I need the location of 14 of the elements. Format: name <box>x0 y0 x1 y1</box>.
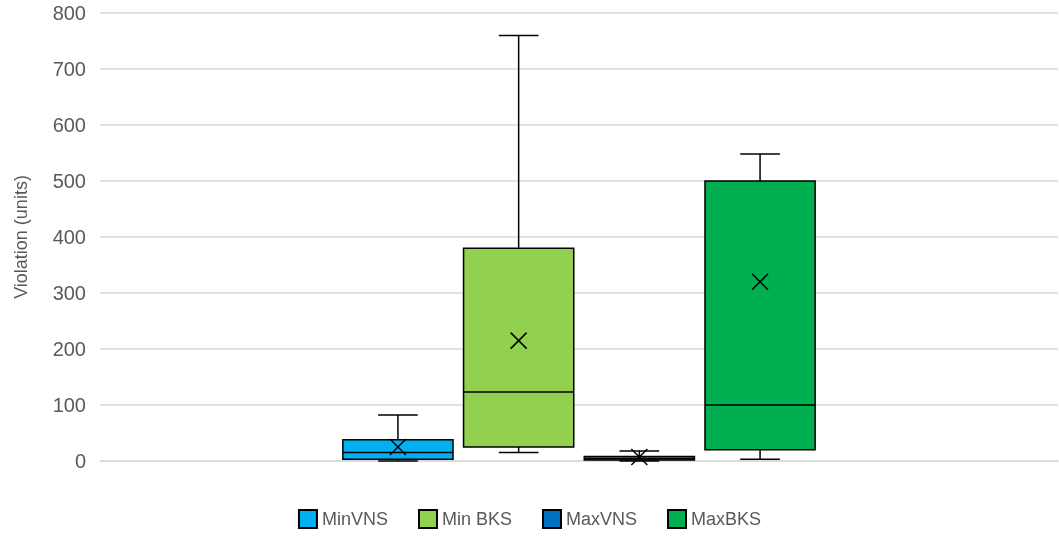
legend-label: MinVNS <box>321 509 388 529</box>
legend-label: MaxBKS <box>691 509 762 529</box>
y-tick-label: 400 <box>52 226 86 248</box>
y-axis-title: Violation (units) <box>11 175 31 299</box>
legend-label: Min BKS <box>441 509 513 529</box>
y-tick-label: 700 <box>52 58 86 80</box>
y-tick-label: 0 <box>74 450 86 472</box>
y-tick-label: 500 <box>52 170 86 192</box>
legend-label: MaxVNS <box>566 509 638 529</box>
y-tick-label: 100 <box>52 394 86 416</box>
y-tick-label: 800 <box>52 2 86 24</box>
y-tick-label: 300 <box>52 282 86 304</box>
y-tick-label: 200 <box>52 338 86 360</box>
y-tick-label: 600 <box>52 114 86 136</box>
